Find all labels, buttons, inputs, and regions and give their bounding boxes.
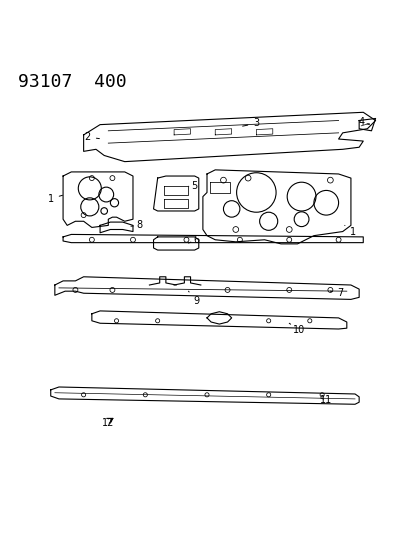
Text: 2: 2 <box>84 132 99 142</box>
Text: 1: 1 <box>47 193 62 204</box>
Text: 10: 10 <box>289 323 305 335</box>
Text: 12: 12 <box>102 418 114 428</box>
Text: 6: 6 <box>188 235 199 245</box>
Text: 11: 11 <box>319 395 332 405</box>
Text: 7: 7 <box>330 288 343 298</box>
Text: 1: 1 <box>344 225 355 237</box>
Text: 8: 8 <box>131 220 142 230</box>
Text: 93107  400: 93107 400 <box>18 73 126 91</box>
Text: 4: 4 <box>357 117 368 127</box>
Text: 9: 9 <box>188 291 199 306</box>
Text: 3: 3 <box>242 118 259 128</box>
Text: 5: 5 <box>188 181 197 191</box>
